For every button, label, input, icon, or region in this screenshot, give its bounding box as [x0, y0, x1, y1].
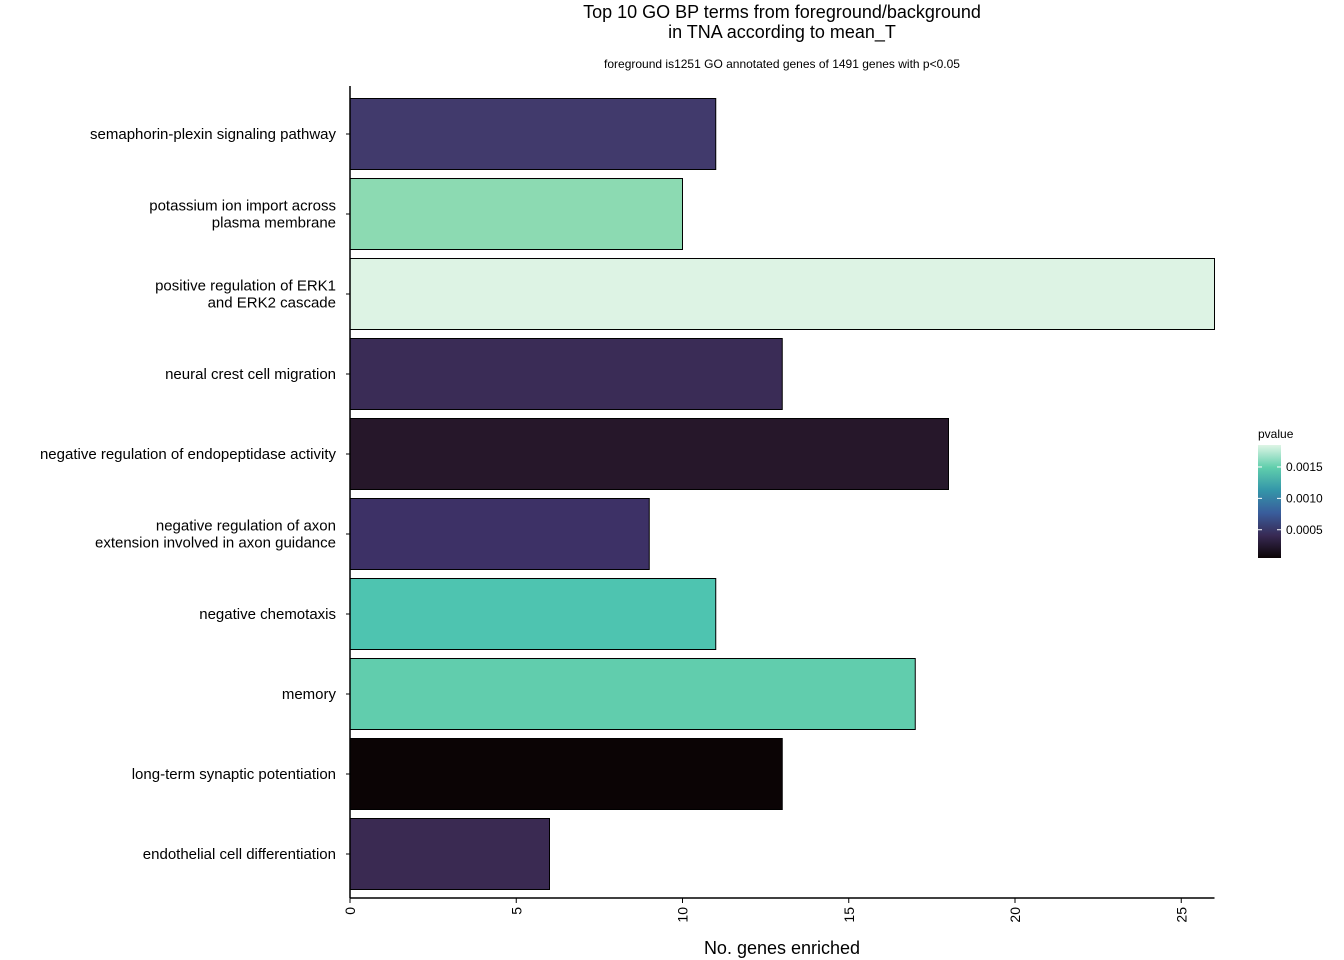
x-tick-label: 5: [508, 907, 524, 915]
x-axis-label: No. genes enriched: [704, 938, 860, 958]
bar: [349, 258, 1215, 330]
chart-subtitle: foreground is1251 GO annotated genes of …: [604, 57, 960, 71]
chart-title-line: in TNA according to mean_T: [668, 22, 896, 43]
legend-tick-label: 0.0005: [1286, 523, 1323, 537]
y-tick-label: memory: [282, 686, 337, 703]
axes: [346, 86, 1215, 903]
bar: [349, 818, 550, 890]
legend-colorbar: [1258, 445, 1281, 558]
bar: [349, 338, 783, 410]
x-tick-label: 20: [1007, 907, 1023, 923]
y-tick-labels: semaphorin-plexin signaling pathway potas…: [40, 126, 337, 863]
legend-tick-label: 0.0015: [1286, 460, 1323, 474]
y-tick-label: negative regulation of axon extension inv…: [95, 518, 336, 552]
bar: [349, 578, 717, 650]
y-tick-label: endothelial cell differentiation: [143, 846, 336, 863]
chart-title-line: Top 10 GO BP terms from foreground/backg…: [583, 2, 981, 22]
y-tick-label: negative regulation of endopeptidase act…: [40, 446, 337, 463]
y-tick-label: positive regulation of ERK1 and ERK2 casc…: [155, 278, 336, 312]
legend-title: pvalue: [1258, 427, 1294, 441]
y-tick-label: semaphorin-plexin signaling pathway: [90, 126, 336, 143]
x-tick-label: 0: [342, 907, 358, 915]
bar: [349, 98, 717, 170]
y-tick-label: potassium ion import across plasma membra…: [149, 198, 336, 232]
legend-tick-label: 0.0010: [1286, 491, 1323, 505]
bars-group: [349, 98, 1215, 890]
x-tick-label: 10: [675, 907, 691, 923]
pvalue-legend: pvalue 0.0005 0.0010 0.0015: [1258, 427, 1323, 558]
bar: [349, 658, 916, 730]
x-tick-label: 25: [1173, 907, 1189, 923]
x-tick-labels: 0 5 10 15 20 25: [342, 907, 1189, 923]
bar: [349, 178, 683, 250]
bar: [349, 738, 783, 810]
y-tick-label: long-term synaptic potentiation: [132, 766, 336, 783]
x-tick-label: 15: [841, 907, 857, 923]
y-tick-label: negative chemotaxis: [199, 606, 336, 623]
bar: [349, 418, 949, 490]
chart-title-group: Top 10 GO BP terms from foreground/backg…: [583, 2, 981, 43]
y-tick-label: neural crest cell migration: [165, 366, 336, 383]
bar: [349, 498, 650, 570]
